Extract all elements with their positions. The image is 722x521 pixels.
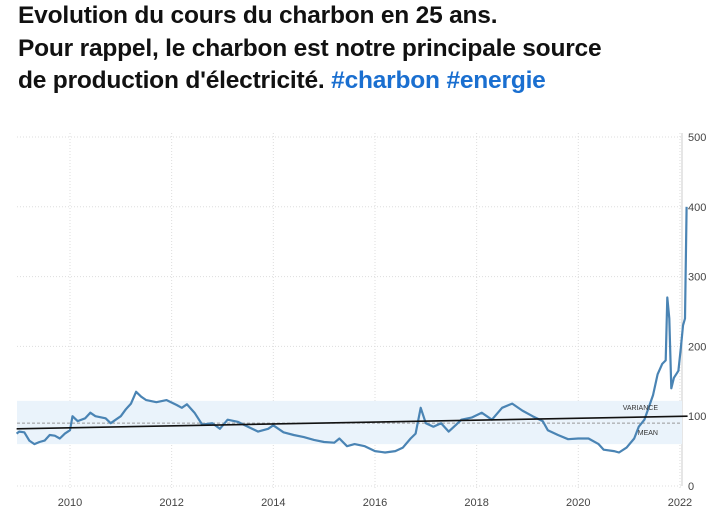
variance-label: VARIANCE	[623, 405, 659, 412]
post-line-2: Pour rappel, le charbon est notre princi…	[18, 34, 602, 62]
x-tick-label: 2012	[159, 497, 183, 509]
y-tick-label: 100	[688, 411, 706, 423]
y-tick-label: 400	[688, 202, 706, 214]
x-tick-label: 2018	[464, 497, 488, 509]
post-line-3-text: de production d'électricité.	[18, 67, 325, 94]
y-tick-label: 500	[688, 132, 706, 144]
coal-price-chart: 0 100 200 300 400 500 2010 2012 2014 2016 2018 2020…	[15, 132, 706, 509]
y-tick-label: 300	[688, 272, 706, 284]
x-tick-label: 2022	[668, 497, 692, 509]
mean-label: MEAN	[638, 430, 658, 437]
x-tick-label: 2010	[58, 497, 82, 509]
y-tick-label: 0	[688, 481, 694, 493]
post-text: Evolution du cours du charbon en 25 ans.…	[18, 0, 718, 98]
hashtag-energie[interactable]: #energie	[446, 67, 546, 94]
hashtag-charbon[interactable]: #charbon	[331, 67, 440, 94]
price-line	[15, 206, 688, 454]
post-line-1: Evolution du cours du charbon en 25 ans.	[18, 2, 498, 29]
post-line-3: de production d'électricité. #charbon #e…	[18, 65, 718, 98]
trend-line	[16, 415, 688, 430]
x-tick-label: 2020	[566, 497, 590, 509]
y-tick-label: 200	[688, 341, 706, 353]
x-tick-label: 2016	[363, 497, 387, 509]
x-tick-label: 2014	[261, 497, 285, 509]
